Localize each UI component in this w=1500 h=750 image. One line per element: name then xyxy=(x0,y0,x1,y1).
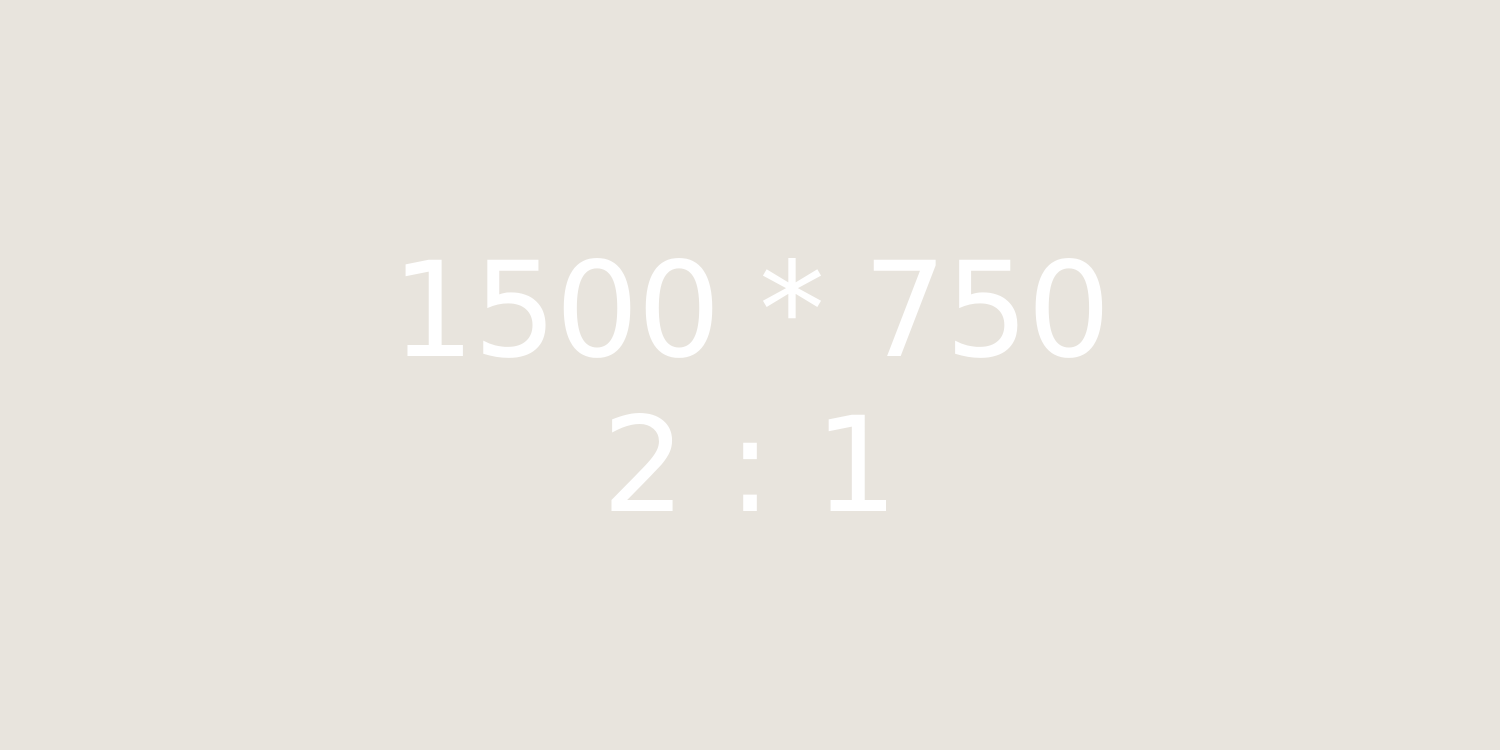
dimensions-label: 1500 * 750 xyxy=(391,234,1111,388)
aspect-ratio-label: 2 : 1 xyxy=(601,389,899,543)
